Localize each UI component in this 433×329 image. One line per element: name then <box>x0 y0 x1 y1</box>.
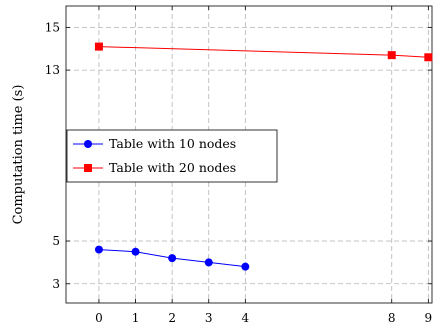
data-point <box>131 247 140 256</box>
legend-entry: Table with 20 nodes <box>73 160 236 175</box>
x-tick-label: 3 <box>205 311 213 325</box>
legend-label: Table with 20 nodes <box>109 160 236 175</box>
x-tick-label: 9 <box>425 311 433 325</box>
data-point <box>204 258 213 267</box>
y-axis-label: Computation time (s) <box>11 85 26 225</box>
data-point <box>241 262 250 271</box>
series-2 <box>94 42 433 62</box>
data-point <box>94 245 103 254</box>
legend-marker <box>84 164 92 172</box>
data-point <box>424 53 433 62</box>
legend-entry: Table with 10 nodes <box>73 136 236 151</box>
plot-frame <box>65 5 433 304</box>
x-tick-label: 2 <box>168 311 176 325</box>
axis-ticks: 0 1 2 3 4 8 9 3 5 13 15 <box>45 6 432 325</box>
legend-label: Table with 10 nodes <box>109 136 236 151</box>
series-layer <box>94 42 433 271</box>
y-tick-label: 3 <box>52 277 60 291</box>
data-point <box>94 42 103 51</box>
y-tick-label: 13 <box>45 63 60 77</box>
data-point <box>168 254 177 263</box>
data-point <box>387 51 396 60</box>
x-tick-label: 4 <box>242 311 250 325</box>
legend-box <box>66 129 278 183</box>
y-tick-label: 5 <box>52 234 60 248</box>
legend-marker <box>84 140 92 148</box>
series-line <box>98 46 429 58</box>
y-tick-label: 15 <box>45 20 60 34</box>
x-tick-label: 0 <box>95 311 103 325</box>
x-tick-label: 1 <box>132 311 140 325</box>
legend: Table with 10 nodes Table with 20 nodes <box>66 129 278 183</box>
x-tick-label: 8 <box>388 311 396 325</box>
series-1 <box>94 245 250 271</box>
